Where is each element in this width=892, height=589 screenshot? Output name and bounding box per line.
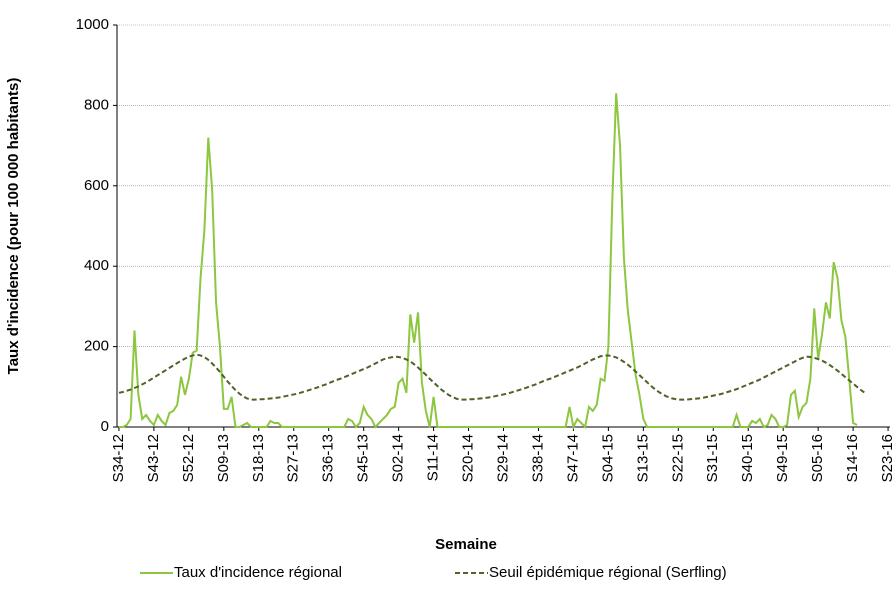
x-tick-label: S45-13 (355, 434, 372, 482)
x-tick-label: S29-14 (494, 434, 511, 482)
series-line (118, 353, 866, 401)
series-line (118, 93, 858, 431)
legend-label: Taux d'incidence régional (174, 564, 342, 581)
x-tick-label: S27-13 (285, 434, 302, 482)
y-tick-label: 400 (84, 257, 109, 274)
y-tick-label: 200 (84, 338, 109, 355)
x-tick-label: S09-13 (215, 434, 232, 482)
x-tick-label: S40-15 (739, 434, 756, 482)
x-tick-label: S31-15 (704, 434, 721, 482)
x-tick-label: S04-15 (599, 434, 616, 482)
x-tick-label: S05-16 (809, 434, 826, 482)
x-tick-label: S18-13 (250, 434, 267, 482)
x-axis-title: Semaine (435, 536, 497, 553)
x-tick-label: S38-14 (529, 434, 546, 482)
x-tick-label: S52-12 (180, 434, 197, 482)
x-tick-label: S11-14 (425, 434, 442, 481)
y-tick-label: 1000 (76, 16, 109, 33)
x-tick-label: S34-12 (110, 434, 127, 482)
y-axis-title: Taux d'incidence (pour 100 000 habitants… (5, 78, 22, 375)
x-tick-label: S47-14 (564, 434, 581, 482)
x-tick-label: S14-16 (844, 434, 861, 482)
y-tick-label: 0 (101, 418, 109, 435)
x-tick-label: S13-15 (634, 434, 651, 482)
y-tick-label: 800 (84, 96, 109, 113)
x-tick-label: S02-14 (390, 434, 407, 482)
x-tick-label: S36-13 (320, 434, 337, 482)
x-tick-label: S23-16 (879, 434, 892, 482)
x-tick-label: S43-12 (145, 434, 162, 482)
x-tick-label: S20-14 (460, 434, 477, 482)
legend-label: Seuil épidémique régional (Serfling) (489, 564, 727, 581)
x-tick-label: S22-15 (669, 434, 686, 482)
x-tick-label: S49-15 (774, 434, 791, 482)
y-tick-label: 600 (84, 177, 109, 194)
